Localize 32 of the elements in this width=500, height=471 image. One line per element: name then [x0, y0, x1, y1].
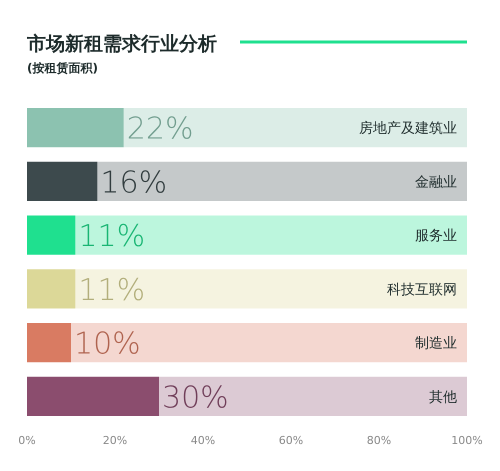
bar [27, 376, 159, 416]
y-tick-label: 房地产及建筑业 [359, 120, 457, 137]
bar [97, 162, 467, 201]
x-tick-label: 100% [451, 434, 483, 447]
chart-subtitle: (按租赁面积) [27, 61, 98, 75]
bar [27, 269, 76, 308]
y-tick-label: 金融业 [415, 174, 457, 190]
data-label: 30% [162, 380, 229, 416]
y-tick-label: 服务业 [415, 228, 457, 244]
bar [27, 162, 98, 201]
x-tick-label: 20% [102, 434, 128, 447]
bar [27, 216, 76, 255]
data-label: 22% [126, 112, 194, 147]
data-label: 11% [78, 272, 146, 308]
y-tick-label: 其他 [429, 389, 457, 406]
bar [75, 269, 467, 308]
x-tick-label: 80% [366, 434, 392, 447]
bar [71, 323, 467, 362]
bar [27, 323, 71, 362]
bar [124, 108, 467, 148]
x-tick-label: 60% [278, 434, 304, 447]
x-tick-label: 40% [190, 434, 216, 447]
bar [75, 216, 467, 255]
bar [27, 108, 124, 148]
chart-title: 市场新租需求行业分析 [26, 33, 217, 55]
bar [159, 376, 467, 416]
x-tick-label: 0% [18, 434, 36, 447]
data-label: 16% [100, 165, 168, 200]
y-tick-label: 科技互联网 [387, 282, 457, 298]
y-tick-label: 制造业 [415, 336, 457, 352]
data-label: 10% [74, 326, 141, 362]
data-label: 11% [78, 219, 146, 254]
